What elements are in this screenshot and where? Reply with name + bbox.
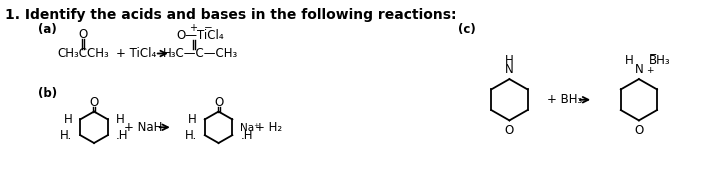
Text: (a): (a) (38, 23, 57, 36)
Text: + NaH: + NaH (124, 121, 163, 134)
Text: +: + (646, 66, 654, 75)
Text: H₃C—C—CH₃: H₃C—C—CH₃ (163, 47, 238, 60)
Text: H: H (624, 54, 634, 67)
Text: H.: H. (185, 129, 197, 142)
Text: H: H (188, 113, 197, 126)
Text: + BH₃: + BH₃ (547, 93, 583, 106)
Text: 1. Identify the acids and bases in the following reactions:: 1. Identify the acids and bases in the f… (6, 8, 457, 22)
Text: H: H (505, 54, 514, 67)
Text: (b): (b) (38, 87, 57, 100)
Text: N: N (634, 63, 643, 76)
Text: B̅H₃: B̅H₃ (649, 54, 670, 67)
Text: O: O (634, 124, 644, 137)
Text: + TiCl₄: + TiCl₄ (116, 47, 156, 60)
Text: Na⁺: Na⁺ (241, 123, 260, 133)
Text: (c): (c) (458, 23, 475, 36)
Text: O: O (214, 96, 223, 109)
Text: H: H (64, 113, 72, 126)
Text: O: O (90, 96, 99, 109)
Text: O: O (79, 28, 87, 41)
Text: + H₂: + H₂ (256, 121, 283, 134)
Text: O: O (505, 124, 514, 137)
Text: H.: H. (60, 129, 72, 142)
Text: O—TiCl₄: O—TiCl₄ (177, 29, 224, 42)
Text: .H: .H (116, 129, 128, 142)
Text: +: + (188, 23, 197, 33)
Text: −: − (204, 23, 213, 33)
Text: CH₃CCH₃: CH₃CCH₃ (57, 47, 109, 60)
Text: N: N (505, 63, 514, 76)
Text: .H: .H (241, 129, 253, 142)
Text: H: H (116, 113, 125, 126)
